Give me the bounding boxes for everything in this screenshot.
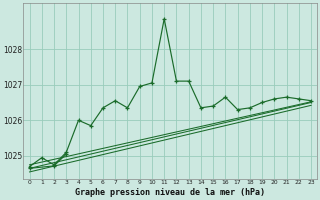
X-axis label: Graphe pression niveau de la mer (hPa): Graphe pression niveau de la mer (hPa) <box>75 188 265 197</box>
